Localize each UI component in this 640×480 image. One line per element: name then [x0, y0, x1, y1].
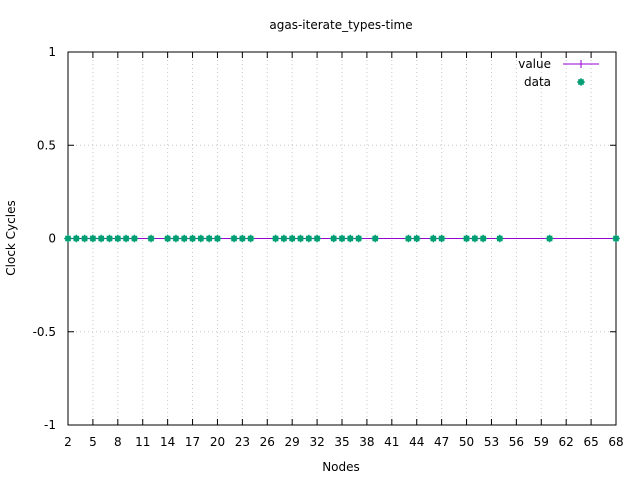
data-point: [72, 234, 81, 243]
data-point: [545, 234, 554, 243]
data-point: [205, 234, 213, 243]
x-tick-label: 59: [534, 435, 549, 449]
x-tick-label: 53: [484, 435, 499, 449]
data-point: [479, 234, 487, 243]
legend-label-value: value: [518, 57, 551, 71]
data-point: [130, 234, 139, 243]
axis-ticks: 2 5 8 11 14 17 20 23 26 29 32 35 38 41 44 47 50 53 56 59 62 6…: [33, 45, 624, 449]
data-point: [230, 234, 238, 243]
data-point: [288, 234, 296, 243]
data-point: [371, 234, 380, 243]
data-point: [329, 234, 338, 243]
x-tick-label: 29: [285, 435, 300, 449]
data-point: [280, 234, 288, 243]
x-tick-label: 11: [135, 435, 150, 449]
data-point: [346, 234, 355, 243]
data-point: [313, 234, 321, 243]
data-point: [404, 234, 413, 243]
data-point: [495, 234, 504, 243]
chart-title: agas-iterate_types-time: [269, 18, 412, 32]
x-tick-label: 2: [64, 435, 72, 449]
data-point: [304, 234, 313, 243]
data-point: [471, 234, 479, 243]
x-tick-label: 65: [583, 435, 598, 449]
x-tick-label: 26: [260, 435, 275, 449]
x-tick-label: 35: [334, 435, 349, 449]
data-point: [612, 234, 620, 243]
x-tick-label: 56: [509, 435, 524, 449]
data-point: [188, 234, 197, 243]
x-tick-label: 5: [89, 435, 97, 449]
x-tick-label: 44: [409, 435, 424, 449]
x-tick-label: 14: [160, 435, 175, 449]
x-tick-label: 50: [459, 435, 474, 449]
x-tick-label: 17: [185, 435, 200, 449]
data-point: [437, 234, 446, 243]
data-point: [213, 234, 222, 243]
data-point: [354, 234, 363, 243]
legend-swatch-data: [577, 78, 585, 86]
x-tick-label: 8: [114, 435, 122, 449]
data-point: [462, 234, 471, 243]
x-tick-label: 20: [210, 435, 225, 449]
data-point: [89, 234, 97, 243]
x-tick-label: 32: [309, 435, 324, 449]
data-layer: [64, 234, 620, 243]
data-point: [114, 234, 122, 243]
data-point: [238, 234, 247, 243]
x-tick-label: 62: [559, 435, 574, 449]
x-tick-label: 41: [384, 435, 399, 449]
data-point: [412, 234, 421, 243]
x-tick-label: 47: [434, 435, 449, 449]
data-point: [80, 234, 89, 243]
data-point: [429, 234, 438, 243]
data-point: [163, 234, 172, 243]
data-point: [246, 234, 255, 243]
data-point: [172, 234, 180, 243]
data-point: [296, 234, 305, 243]
data-point: [122, 234, 130, 243]
x-tick-label: 68: [608, 435, 623, 449]
y-axis-label: Clock Cycles: [4, 200, 18, 275]
x-axis-label: Nodes: [322, 460, 360, 474]
legend-data-marker: [577, 78, 585, 86]
data-point: [338, 234, 346, 243]
data-point: [180, 234, 189, 243]
y-tick-label: 1: [48, 45, 56, 59]
y-tick-label: -0.5: [33, 325, 56, 339]
legend-label-data: data: [524, 75, 551, 89]
data-point: [97, 234, 106, 243]
y-tick-label: 0: [48, 232, 56, 246]
legend: value data: [518, 57, 599, 89]
y-tick-label: -1: [44, 418, 56, 432]
x-tick-label: 38: [359, 435, 374, 449]
data-point: [271, 234, 280, 243]
x-tick-label: 23: [235, 435, 250, 449]
data-point: [197, 234, 205, 243]
y-tick-label: 0.5: [37, 138, 56, 152]
data-point: [105, 234, 114, 243]
data-point: [147, 234, 155, 243]
data-point: [64, 234, 72, 243]
